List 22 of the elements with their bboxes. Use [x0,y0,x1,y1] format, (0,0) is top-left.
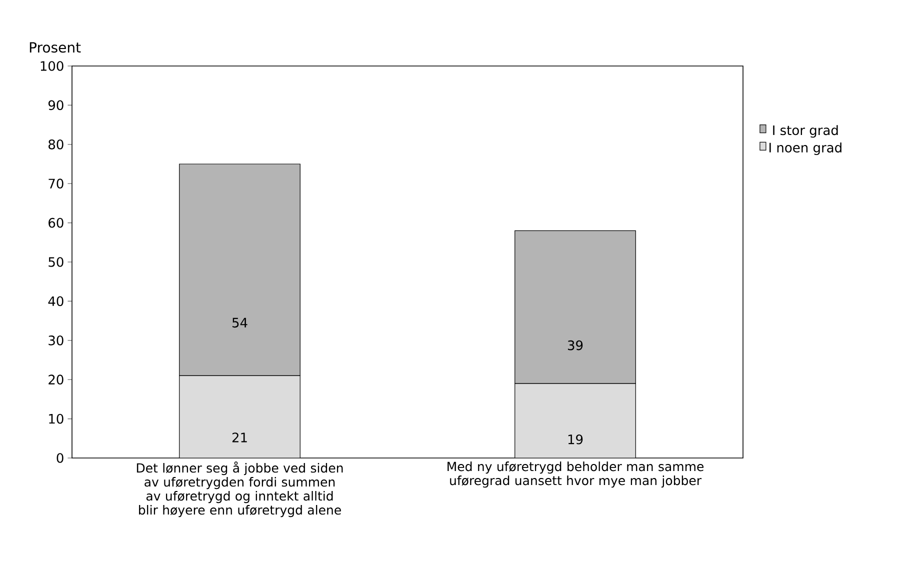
data-label: 54 [232,318,248,328]
y-axis-title: Prosent [30,42,81,53]
bar [179,375,300,458]
y-tick-label: 30 [48,335,64,346]
x-tick-label: Med ny uføretrygd beholder man samme uføregrad uansett hvor mye man jobber [448,462,704,488]
y-tick-label: 90 [48,100,64,110]
y-tick-label: 0 [56,453,64,463]
y-tick-label: 100 [40,61,64,71]
y-tick-label: 80 [48,139,64,150]
legend-label: I noen grad [770,142,842,156]
legend-label: I stor grad [773,125,838,138]
y-tick-label: 10 [49,414,64,424]
data-label: 39 [568,340,583,350]
x-tick-label: Det lønner seg å jobbe ved siden av uføretrygden fordi summen av uføretrygd og inntekt alltid blir høyere enn uføretrygd alene [136,462,343,518]
y-tick-label: 60 [48,218,64,228]
y-tick-label: 40 [48,296,64,306]
data-label: 21 [232,432,247,442]
y-tick-label: 70 [48,178,64,189]
y-tick-label: 20 [48,374,64,385]
y-tick-label: 50 [48,257,64,267]
bar [514,383,636,458]
data-label: 19 [568,434,583,444]
